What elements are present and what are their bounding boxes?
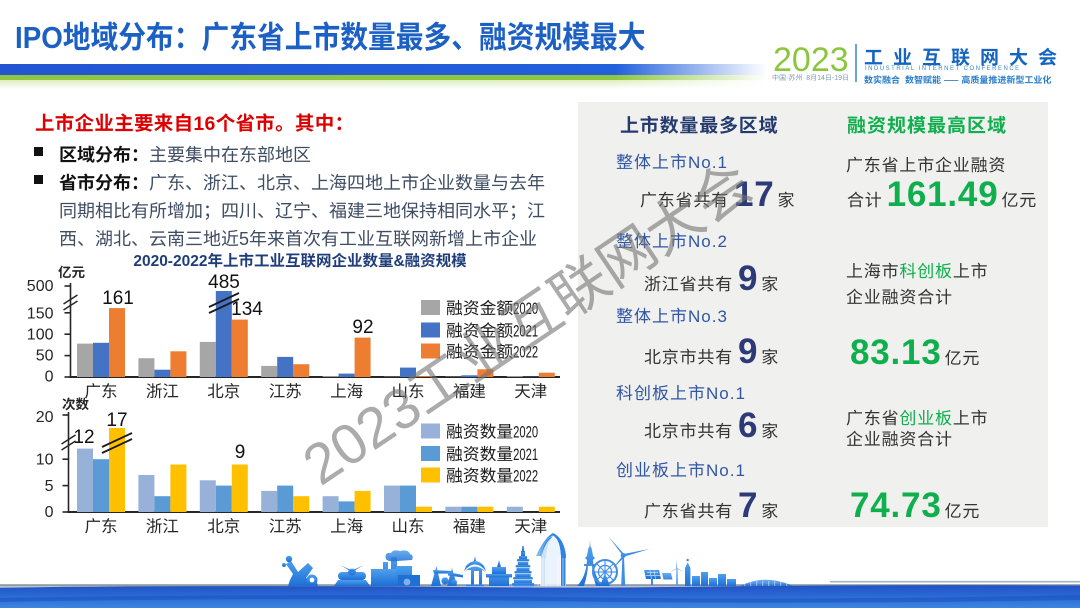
svg-text:50: 50	[36, 348, 54, 365]
svg-text:融资数量2020: 融资数量2020	[446, 419, 538, 443]
svg-text:次数: 次数	[62, 393, 89, 413]
svg-text:161: 161	[102, 288, 134, 309]
svg-text:山东: 山东	[392, 513, 425, 537]
svg-text:天津: 天津	[514, 513, 547, 537]
svg-text:北京: 北京	[207, 513, 240, 537]
svg-text:134: 134	[231, 299, 263, 320]
svg-text:广东: 广东	[85, 513, 118, 537]
svg-text:10: 10	[36, 452, 54, 469]
svg-text:150: 150	[27, 306, 54, 323]
svg-text:92: 92	[352, 317, 373, 338]
svg-text:0: 0	[45, 369, 54, 386]
svg-text:融资金额2021: 融资金额2021	[446, 318, 538, 342]
svg-text:亿元: 亿元	[58, 261, 85, 281]
svg-text:广东: 广东	[85, 378, 118, 402]
svg-text:上海: 上海	[330, 513, 363, 537]
svg-text:5: 5	[45, 478, 54, 495]
svg-text:天津: 天津	[514, 378, 547, 402]
svg-text:20: 20	[36, 409, 54, 426]
svg-text:100: 100	[27, 327, 54, 344]
svg-text:福建: 福建	[453, 513, 486, 537]
svg-text:融资数量2022: 融资数量2022	[446, 463, 538, 487]
svg-text:北京: 北京	[207, 378, 240, 402]
svg-text:江苏: 江苏	[269, 513, 302, 537]
svg-text:浙江: 浙江	[146, 378, 179, 402]
svg-text:17: 17	[106, 410, 127, 431]
svg-text:12: 12	[73, 427, 94, 448]
svg-text:融资数量2021: 融资数量2021	[446, 441, 538, 465]
svg-text:融资金额2022: 融资金额2022	[446, 339, 538, 363]
svg-text:9: 9	[235, 442, 246, 463]
svg-text:0: 0	[45, 504, 54, 521]
svg-text:上海: 上海	[330, 378, 363, 402]
svg-text:485: 485	[208, 272, 240, 293]
svg-text:浙江: 浙江	[146, 513, 179, 537]
svg-text:山东: 山东	[392, 378, 425, 402]
svg-text:500: 500	[27, 278, 54, 295]
svg-text:融资金额2020: 融资金额2020	[446, 295, 538, 319]
svg-text:江苏: 江苏	[269, 378, 302, 402]
svg-text:福建: 福建	[453, 378, 486, 402]
